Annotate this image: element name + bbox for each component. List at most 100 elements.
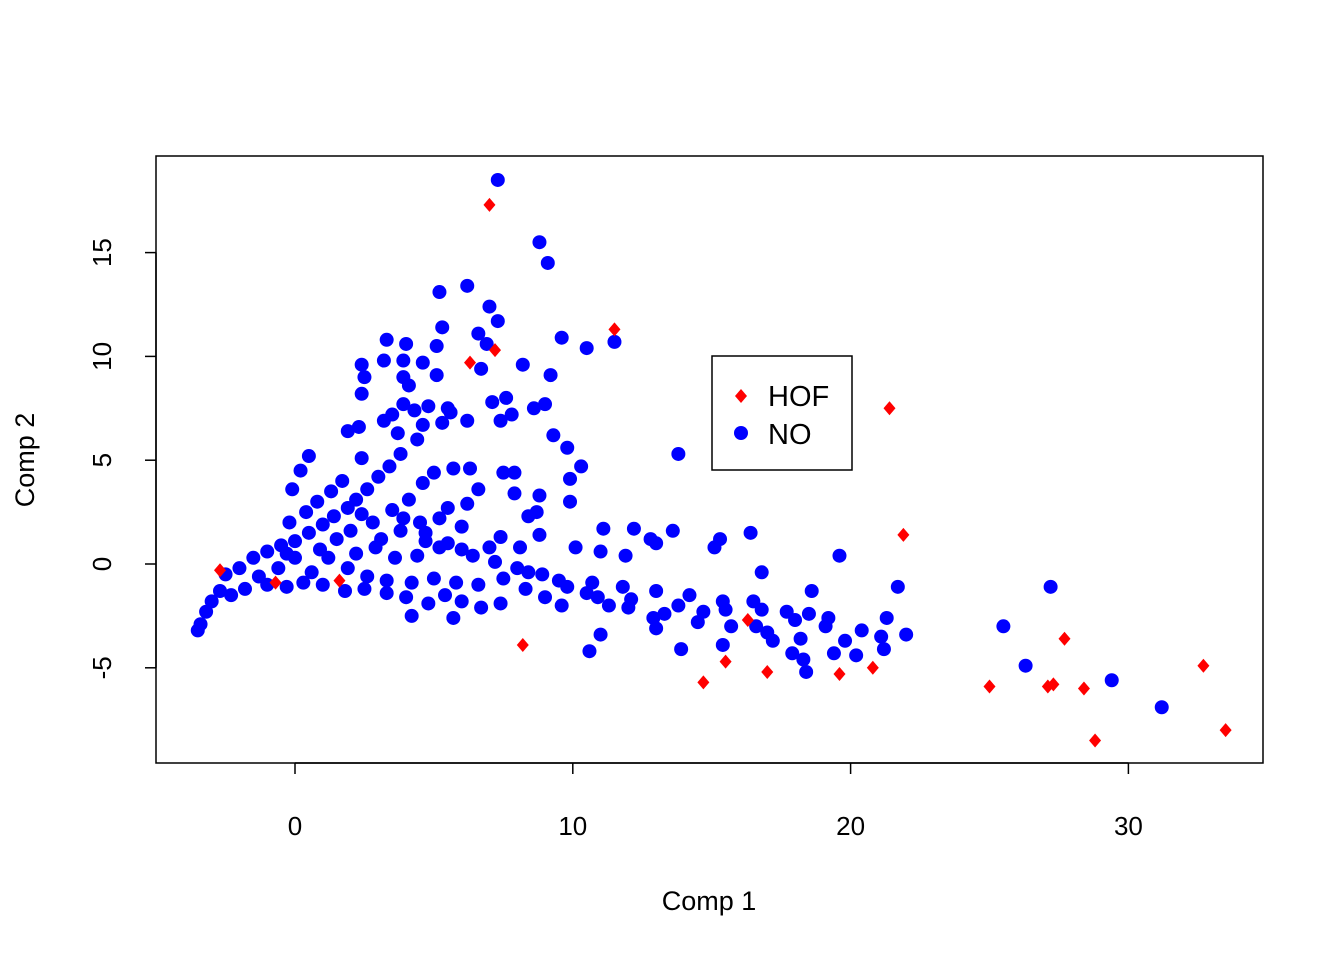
no-point — [382, 459, 397, 474]
no-point — [490, 314, 505, 329]
no-point — [429, 368, 444, 383]
no-point — [579, 341, 594, 356]
no-point — [301, 525, 316, 540]
hof-point — [516, 637, 529, 652]
no-point — [690, 615, 705, 630]
x-tick-label: 20 — [836, 811, 865, 841]
no-point — [313, 542, 328, 557]
no-point — [593, 627, 608, 642]
no-point — [590, 590, 605, 605]
no-point — [540, 255, 555, 270]
no-point — [460, 413, 475, 428]
y-tick-label: 0 — [87, 557, 117, 571]
no-point — [696, 604, 711, 619]
no-point — [743, 525, 758, 540]
no-point — [304, 565, 319, 580]
no-point — [393, 523, 408, 538]
no-point — [360, 482, 375, 497]
no-point — [801, 606, 816, 621]
no-point — [485, 395, 500, 410]
no-point — [657, 606, 672, 621]
no-point — [785, 646, 800, 661]
no-point — [899, 627, 914, 642]
no-point — [454, 519, 469, 534]
no-point — [854, 623, 869, 638]
hof-point — [883, 401, 896, 416]
no-point — [279, 579, 294, 594]
no-point — [393, 446, 408, 461]
no-point — [379, 573, 394, 588]
no-point — [826, 646, 841, 661]
no-point — [329, 532, 344, 547]
plot-frame — [155, 155, 1264, 764]
no-point — [299, 505, 314, 520]
no-point — [349, 492, 364, 507]
no-point — [296, 575, 311, 590]
no-point — [724, 619, 739, 634]
no-point — [515, 357, 530, 372]
no-point — [454, 594, 469, 609]
no-point — [876, 642, 891, 657]
no-point — [418, 525, 433, 540]
no-point — [301, 449, 316, 464]
no-point — [754, 602, 769, 617]
y-axis-label: Comp 2 — [10, 413, 40, 508]
no-point — [593, 544, 608, 559]
no-point — [671, 446, 686, 461]
no-point — [368, 540, 383, 555]
no-point — [496, 465, 511, 480]
no-point — [543, 368, 558, 383]
no-point — [513, 540, 528, 555]
no-point — [482, 540, 497, 555]
hof-point — [719, 654, 732, 669]
points-layer — [190, 172, 1232, 748]
no-point — [1018, 658, 1033, 673]
no-point — [646, 610, 661, 625]
hof-point — [1197, 658, 1210, 673]
no-point — [560, 440, 575, 455]
no-point — [532, 527, 547, 542]
no-point — [404, 575, 419, 590]
no-point — [554, 598, 569, 613]
no-point — [460, 278, 475, 293]
hof-point — [897, 527, 910, 542]
no-point — [410, 548, 425, 563]
no-point — [429, 339, 444, 354]
no-point — [996, 619, 1011, 634]
no-point — [518, 581, 533, 596]
no-point — [376, 413, 391, 428]
no-point — [649, 583, 664, 598]
no-point — [671, 598, 686, 613]
legend-box — [711, 355, 853, 471]
no-point — [385, 503, 400, 518]
no-point — [890, 579, 905, 594]
no-point — [443, 405, 458, 420]
no-point — [396, 353, 411, 368]
no-point — [232, 561, 247, 576]
no-point — [615, 579, 630, 594]
no-point — [349, 546, 364, 561]
no-point — [271, 561, 286, 576]
no-point — [251, 569, 266, 584]
no-point — [665, 523, 680, 538]
no-point — [212, 583, 227, 598]
no-point — [463, 461, 478, 476]
no-point — [279, 546, 294, 561]
no-point — [707, 540, 722, 555]
no-point — [529, 505, 544, 520]
x-tick-label: 30 — [1114, 811, 1143, 841]
hof-point — [483, 197, 496, 212]
no-point — [237, 581, 252, 596]
no-point — [560, 579, 575, 594]
y-tick-label: -5 — [87, 656, 117, 679]
no-point — [335, 473, 350, 488]
no-point — [674, 642, 689, 657]
no-point — [1043, 579, 1058, 594]
legend-hof-marker — [735, 389, 747, 403]
no-point — [493, 413, 508, 428]
no-point — [435, 320, 450, 335]
no-point — [1154, 700, 1169, 715]
no-point — [754, 565, 769, 580]
no-point — [804, 583, 819, 598]
no-point — [874, 629, 889, 644]
